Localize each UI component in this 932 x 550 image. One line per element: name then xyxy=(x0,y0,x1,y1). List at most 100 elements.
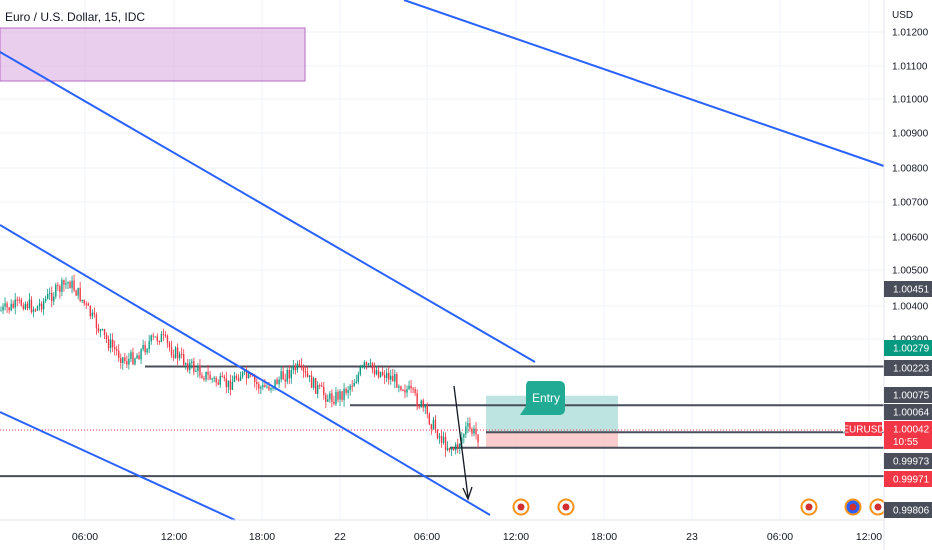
price-tick-label: 1.01200 xyxy=(892,28,929,39)
candle-body xyxy=(276,379,278,385)
candle-body xyxy=(319,385,321,387)
candle-body xyxy=(164,334,167,336)
candle-body xyxy=(347,390,349,393)
candle-body xyxy=(51,292,53,302)
candle-body xyxy=(156,336,159,342)
price-tag-label: 1.00223 xyxy=(893,364,930,375)
candle-body xyxy=(365,362,368,365)
candle-body xyxy=(408,385,410,390)
candle-body xyxy=(81,299,83,302)
candle-body xyxy=(436,430,439,439)
candle-body xyxy=(457,444,459,449)
candle-body xyxy=(14,299,16,308)
time-tick-label: 12:00 xyxy=(856,531,882,543)
candle-body xyxy=(75,290,77,296)
candle-body xyxy=(416,393,418,407)
candle-body xyxy=(264,385,266,387)
candle-body xyxy=(448,447,451,451)
candle-body xyxy=(258,384,260,389)
candle-body xyxy=(452,448,455,450)
candle-body xyxy=(343,388,345,400)
candle-body xyxy=(278,379,280,385)
candle-body xyxy=(61,280,63,292)
candle-body xyxy=(128,358,130,365)
candle-body xyxy=(30,299,33,313)
candle-body xyxy=(154,336,156,338)
horizontal-levels[interactable] xyxy=(0,365,884,478)
candle-body xyxy=(213,377,215,379)
time-tick-label: 06:00 xyxy=(72,531,98,543)
candle-body xyxy=(40,303,43,310)
candle-body xyxy=(176,347,179,359)
time-tick-label: 18:00 xyxy=(591,531,617,543)
candle-body xyxy=(406,389,408,393)
candle-body xyxy=(32,309,35,313)
time-axis[interactable]: 06:00 12:00 18:00 22 06:00 12:00 18:00 23 06:00 1… xyxy=(0,519,884,543)
candle-body xyxy=(477,434,479,443)
candle-body xyxy=(150,335,152,342)
price-tag xyxy=(884,453,932,469)
candle-body xyxy=(44,298,47,302)
candle-body xyxy=(195,370,197,372)
candle-body xyxy=(38,303,41,306)
candle-body xyxy=(152,335,154,337)
candle-body xyxy=(205,371,207,380)
candle-body xyxy=(455,444,457,450)
supply-zone-rectangle[interactable] xyxy=(0,27,306,82)
candle-body xyxy=(379,371,382,378)
candle-body xyxy=(373,369,376,375)
candle-body xyxy=(26,303,29,309)
candle-body xyxy=(323,386,325,395)
candle-body xyxy=(361,365,364,368)
price-tick-label: 1.01000 xyxy=(892,95,929,106)
price-tag-label: 1.00451 xyxy=(893,285,930,296)
candle-body xyxy=(73,280,75,291)
price-tag xyxy=(884,281,932,297)
candle-body xyxy=(386,372,388,379)
time-tick-label: 22 xyxy=(334,531,346,543)
candle-body xyxy=(274,379,276,388)
channel-lower-line[interactable] xyxy=(0,224,491,516)
candle-body xyxy=(310,375,313,388)
candle-body xyxy=(199,365,201,376)
entry-callout[interactable]: Entry xyxy=(520,381,565,415)
candle-body xyxy=(193,361,195,372)
candle-body xyxy=(132,352,134,365)
candle-body xyxy=(142,344,144,350)
candle-body xyxy=(459,443,461,449)
candle-body xyxy=(262,385,264,388)
candle-body xyxy=(95,314,98,329)
candle-body xyxy=(101,329,104,331)
down-arrow[interactable] xyxy=(453,385,473,501)
candle-body xyxy=(270,388,272,390)
trendlines[interactable] xyxy=(0,0,885,521)
candle-body xyxy=(116,349,118,351)
candle-body xyxy=(463,434,465,438)
economic-events[interactable] xyxy=(512,498,887,516)
chart-title: Euro / U.S. Dollar, 15, IDC xyxy=(5,10,145,24)
candle-body xyxy=(375,370,378,375)
candle-body xyxy=(16,299,18,301)
loss-zone[interactable] xyxy=(486,432,618,448)
candle-body xyxy=(191,361,193,363)
lower-trendline[interactable] xyxy=(0,411,236,521)
candle-body xyxy=(469,423,471,429)
candle-body xyxy=(461,437,463,444)
candlesticks xyxy=(0,274,479,457)
candle-body xyxy=(8,307,10,311)
candle-body xyxy=(18,299,20,301)
candle-body xyxy=(377,370,380,378)
candle-body xyxy=(160,333,163,343)
candle-body xyxy=(349,385,351,391)
channel-upper-line[interactable] xyxy=(0,51,536,363)
upper-right-trendline[interactable] xyxy=(403,0,885,167)
candle-body xyxy=(203,378,205,380)
candle-body xyxy=(312,378,315,388)
candle-body xyxy=(241,371,244,377)
price-tick-label: 1.00600 xyxy=(892,233,929,244)
candle-body xyxy=(369,362,372,364)
candle-body xyxy=(235,376,238,379)
candle-body xyxy=(268,386,270,390)
candle-body xyxy=(316,385,319,394)
